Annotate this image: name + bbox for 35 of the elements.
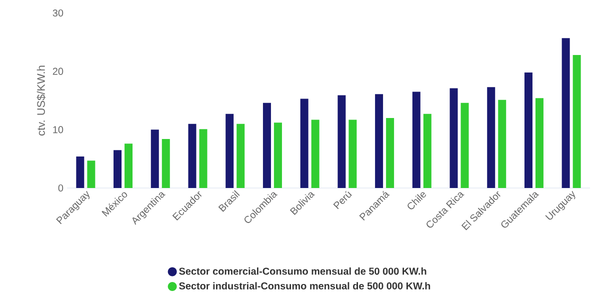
bar [114,150,122,188]
bar [274,122,282,188]
bar [199,129,208,188]
bar [524,72,532,188]
bar [226,114,234,188]
bar [150,130,159,188]
bar [124,144,133,188]
bar [375,94,384,188]
bar [562,38,570,188]
bar [162,139,170,188]
bar [412,92,420,188]
bar [572,55,581,188]
bar [300,98,308,188]
bar [311,120,320,188]
bar [535,98,544,188]
bar [487,87,496,188]
bar [450,88,458,188]
bar [76,156,84,188]
legend-label: Sector industrial-Consumo mensual de 500 000 KW.h [179,282,430,290]
bar [348,120,357,188]
y-tick-label: 10 [53,126,64,134]
bar [87,160,96,188]
y-axis-title: ctv. US$/KW.h [36,66,46,136]
y-tick-label: 20 [52,68,64,75]
legend-label: Sector comercial-Consumo mensual de 50 000 KW.h [179,267,426,275]
bar [262,102,271,188]
bar [460,102,469,188]
bar [188,124,196,188]
bar [236,124,245,188]
bar [498,100,506,188]
y-tick-label: 0 [58,184,64,192]
bar [386,118,394,188]
y-tick-label: 30 [52,9,64,17]
bar [423,114,432,188]
bar [338,95,346,188]
